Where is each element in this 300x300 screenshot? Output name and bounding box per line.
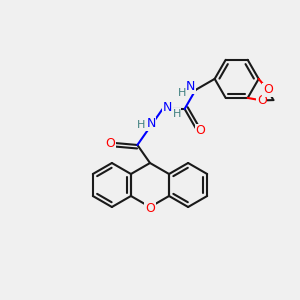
Text: N: N	[186, 80, 195, 93]
Text: N: N	[163, 101, 172, 114]
Text: H: H	[177, 88, 186, 98]
Text: H: H	[172, 109, 181, 119]
Text: N: N	[146, 118, 156, 130]
Text: O: O	[196, 124, 206, 137]
Text: O: O	[263, 83, 273, 96]
Text: O: O	[145, 202, 155, 214]
Text: O: O	[106, 136, 116, 150]
Text: O: O	[257, 94, 267, 107]
Text: H: H	[137, 120, 145, 130]
